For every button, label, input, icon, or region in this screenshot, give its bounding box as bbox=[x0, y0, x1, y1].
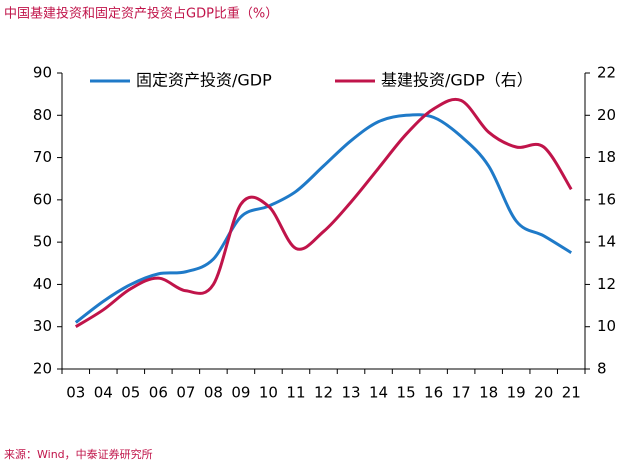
y-tick-label: 90 bbox=[33, 64, 52, 82]
y-tick-label: 30 bbox=[33, 317, 52, 335]
x-tick-label: 05 bbox=[121, 384, 140, 402]
x-tick-label: 12 bbox=[314, 384, 333, 402]
y-tick-label: 40 bbox=[33, 275, 52, 293]
x-tick-label: 19 bbox=[507, 384, 526, 402]
legend-label: 基建投资/GDP（右） bbox=[381, 71, 533, 90]
source-note: 来源：Wind，中泰证券研究所 bbox=[4, 447, 153, 461]
x-tick-label: 20 bbox=[534, 384, 553, 402]
x-tick-label: 13 bbox=[341, 384, 360, 402]
legend-label: 固定资产投资/GDP bbox=[136, 71, 272, 90]
x-tick-label: 11 bbox=[286, 384, 305, 402]
x-tick-label: 04 bbox=[94, 384, 113, 402]
x-tick-label: 18 bbox=[479, 384, 498, 402]
y2-tick-label: 8 bbox=[597, 360, 607, 378]
x-tick-label: 15 bbox=[397, 384, 416, 402]
y2-tick-label: 22 bbox=[597, 64, 616, 82]
y2-tick-label: 20 bbox=[597, 106, 616, 124]
y-tick-label: 20 bbox=[33, 360, 52, 378]
y-tick-label: 60 bbox=[33, 190, 52, 208]
y2-tick-label: 12 bbox=[597, 275, 616, 293]
x-tick-label: 21 bbox=[562, 384, 581, 402]
y-tick-label: 80 bbox=[33, 106, 52, 124]
y2-tick-label: 10 bbox=[597, 317, 616, 335]
chart-title: 中国基建投资和固定资产投资占GDP比重（%） bbox=[4, 6, 278, 22]
x-tick-label: 07 bbox=[176, 384, 195, 402]
x-tick-label: 17 bbox=[452, 384, 471, 402]
x-tick-label: 09 bbox=[231, 384, 250, 402]
x-tick-label: 10 bbox=[259, 384, 278, 402]
x-tick-label: 14 bbox=[369, 384, 388, 402]
y2-tick-label: 14 bbox=[597, 233, 616, 251]
series-line bbox=[74, 113, 573, 324]
x-tick-label: 08 bbox=[204, 384, 223, 402]
x-tick-label: 03 bbox=[66, 384, 85, 402]
y-tick-label: 50 bbox=[33, 233, 52, 251]
y2-tick-label: 16 bbox=[597, 190, 616, 208]
y2-tick-label: 18 bbox=[597, 148, 616, 166]
x-tick-label: 16 bbox=[424, 384, 443, 402]
x-tick-label: 06 bbox=[149, 384, 168, 402]
series-line bbox=[74, 97, 573, 328]
y-tick-label: 70 bbox=[33, 148, 52, 166]
